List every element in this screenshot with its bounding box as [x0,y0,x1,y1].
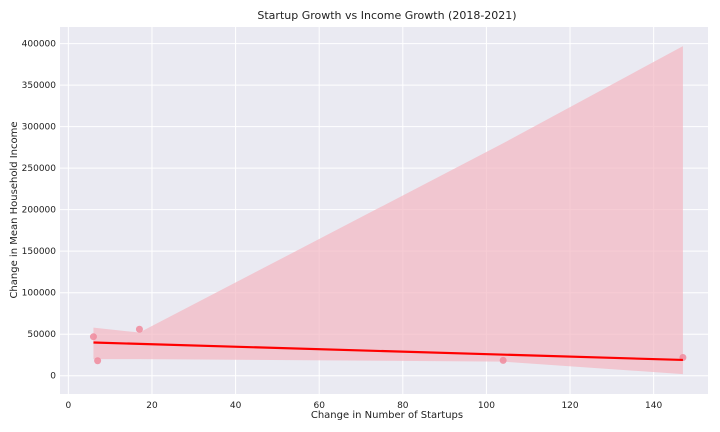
y-tick-label: 200000 [22,206,57,216]
x-ticks: 0 20 40 60 80 100 120 140 [65,401,662,411]
x-tick-label: 0 [65,401,71,411]
y-tick-label: 50000 [27,330,56,340]
x-tick-label: 20 [146,401,158,411]
y-tick-label: 150000 [22,247,57,257]
confidence-band [93,46,683,375]
y-tick-label: 350000 [22,81,57,91]
chart-title: Startup Growth vs Income Growth (2018-20… [257,9,516,22]
y-tick-label: 100000 [22,289,57,299]
confidence-band-area [93,46,683,375]
data-point [89,333,97,341]
regression-line-path [93,341,683,362]
y-ticks: 0 50000 100000 150000 200000 250000 300000 3500… [22,40,57,382]
x-tick-label: 140 [645,401,662,411]
y-tick-label: 250000 [22,164,57,174]
x-tick-label: 120 [561,401,578,411]
data-point [94,357,102,365]
x-tick-label: 100 [478,401,495,411]
y-tick-label: 300000 [22,123,57,133]
y-tick-label: 400000 [22,40,57,50]
y-tick-label: 0 [50,372,56,382]
data-points [89,325,687,365]
x-tick-label: 40 [230,401,242,411]
x-tick-label: 80 [397,401,409,411]
data-point [135,325,143,333]
x-tick-label: 60 [313,401,325,411]
regression-line [93,341,683,362]
data-point [499,356,507,364]
x-axis-label: Change in Number of Startups [311,410,463,421]
y-axis-label: Change in Mean Household Income [9,121,20,298]
